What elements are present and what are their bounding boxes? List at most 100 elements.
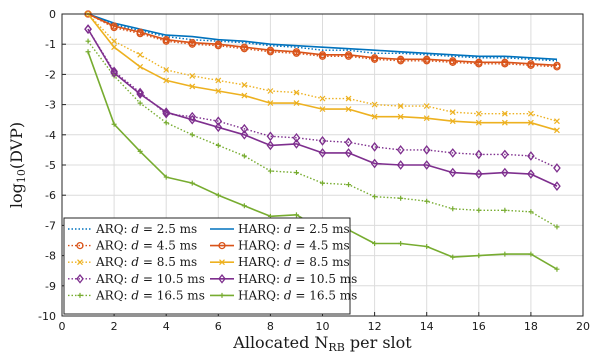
legend-swatch-marker bbox=[76, 241, 84, 250]
data-point bbox=[397, 103, 404, 110]
x-tick-label: 4 bbox=[163, 320, 170, 333]
x-tick-label: 14 bbox=[420, 320, 434, 333]
data-point bbox=[396, 55, 405, 63]
data-point bbox=[527, 110, 534, 117]
x-axis-label-suffix: per slot bbox=[345, 333, 412, 352]
data-point bbox=[189, 180, 195, 186]
x-tick-label: 20 bbox=[576, 320, 590, 333]
data-point bbox=[110, 68, 118, 78]
data-point bbox=[502, 251, 508, 257]
legend-item: ARQ: d = 16.5 ms bbox=[68, 288, 205, 302]
legend-swatch-marker bbox=[77, 259, 83, 266]
data-point bbox=[240, 43, 249, 51]
series-harq-d8_5 bbox=[85, 11, 560, 134]
y-tick-label: 0 bbox=[49, 8, 56, 21]
data-point bbox=[527, 119, 534, 126]
data-point bbox=[163, 174, 169, 180]
y-tick-label: -2 bbox=[45, 68, 56, 81]
data-point bbox=[345, 95, 352, 102]
data-point bbox=[241, 153, 247, 159]
data-point bbox=[214, 40, 222, 48]
y-tick-label: -9 bbox=[45, 280, 56, 293]
data-point bbox=[398, 241, 404, 247]
data-point bbox=[475, 119, 482, 126]
data-point bbox=[111, 44, 118, 51]
data-point bbox=[241, 92, 248, 99]
legend-box bbox=[63, 217, 351, 315]
x-axis-label-main: Allocated N bbox=[232, 333, 328, 352]
y-axis-label-suffix: (DVP) bbox=[7, 122, 26, 169]
x-tick-label: 16 bbox=[472, 320, 486, 333]
data-point bbox=[370, 142, 379, 152]
data-point bbox=[163, 120, 169, 126]
data-point bbox=[241, 203, 247, 209]
legend-label: HARQ: d = 8.5 ms bbox=[238, 255, 350, 269]
legend-item: ARQ: d = 10.5 ms bbox=[68, 272, 205, 286]
data-point bbox=[450, 206, 456, 212]
legend-label: ARQ: d = 8.5 ms bbox=[95, 255, 197, 269]
data-point bbox=[476, 207, 482, 213]
data-point bbox=[554, 127, 560, 134]
data-point bbox=[501, 149, 509, 160]
data-point bbox=[111, 121, 117, 127]
series-line bbox=[87, 13, 558, 67]
series-line bbox=[87, 13, 558, 61]
data-point bbox=[345, 106, 352, 113]
data-point bbox=[396, 145, 405, 155]
data-point bbox=[372, 194, 378, 200]
series-line bbox=[87, 28, 558, 169]
legend-item: HARQ: d = 8.5 ms bbox=[210, 255, 350, 269]
data-point bbox=[475, 110, 482, 117]
data-point bbox=[319, 106, 326, 113]
x-tick-label: 12 bbox=[368, 320, 382, 333]
data-point bbox=[396, 160, 405, 170]
data-point bbox=[240, 123, 249, 134]
data-point bbox=[319, 95, 326, 102]
data-point bbox=[240, 129, 249, 140]
x-tick-label: 6 bbox=[215, 320, 222, 333]
x-tick-label: 18 bbox=[524, 320, 538, 333]
data-point bbox=[501, 58, 509, 66]
legend-label: HARQ: d = 16.5 ms bbox=[238, 288, 357, 302]
data-point bbox=[553, 61, 561, 69]
data-point bbox=[189, 132, 195, 138]
data-point bbox=[111, 38, 118, 45]
data-point bbox=[189, 72, 196, 79]
data-point bbox=[293, 89, 300, 96]
x-axis-label: Allocated NRB per slot bbox=[232, 333, 412, 354]
legend-item: HARQ: d = 4.5 ms bbox=[210, 239, 350, 253]
data-point bbox=[266, 131, 275, 142]
data-point bbox=[292, 139, 301, 149]
data-point bbox=[501, 110, 508, 117]
x-axis-label-sub: RB bbox=[328, 341, 344, 354]
y-tick-label: -10 bbox=[38, 310, 56, 323]
data-point bbox=[527, 169, 535, 179]
data-point bbox=[163, 77, 170, 84]
data-point bbox=[110, 22, 118, 30]
series-harq-d2_5 bbox=[87, 13, 558, 61]
data-point bbox=[554, 118, 560, 125]
data-point bbox=[449, 118, 456, 125]
legend-item: HARQ: d = 2.5 ms bbox=[210, 222, 350, 236]
data-point bbox=[502, 207, 508, 213]
data-point bbox=[528, 209, 534, 215]
data-point bbox=[189, 83, 196, 90]
data-point bbox=[423, 55, 431, 63]
y-tick-label: -4 bbox=[45, 129, 56, 142]
data-point bbox=[528, 251, 534, 257]
series-harq-d4_5 bbox=[84, 10, 561, 69]
legend-swatch-marker bbox=[76, 273, 84, 284]
data-point bbox=[266, 140, 275, 151]
data-point bbox=[293, 170, 299, 176]
y-tick-label: -1 bbox=[45, 38, 56, 51]
data-point bbox=[162, 36, 170, 44]
data-point bbox=[501, 167, 509, 178]
data-point bbox=[423, 103, 430, 110]
data-point bbox=[501, 119, 508, 126]
data-point bbox=[344, 148, 353, 158]
data-point bbox=[136, 28, 144, 36]
data-point bbox=[474, 149, 483, 160]
legend-label: ARQ: d = 4.5 ms bbox=[95, 239, 197, 253]
data-point bbox=[344, 137, 353, 148]
